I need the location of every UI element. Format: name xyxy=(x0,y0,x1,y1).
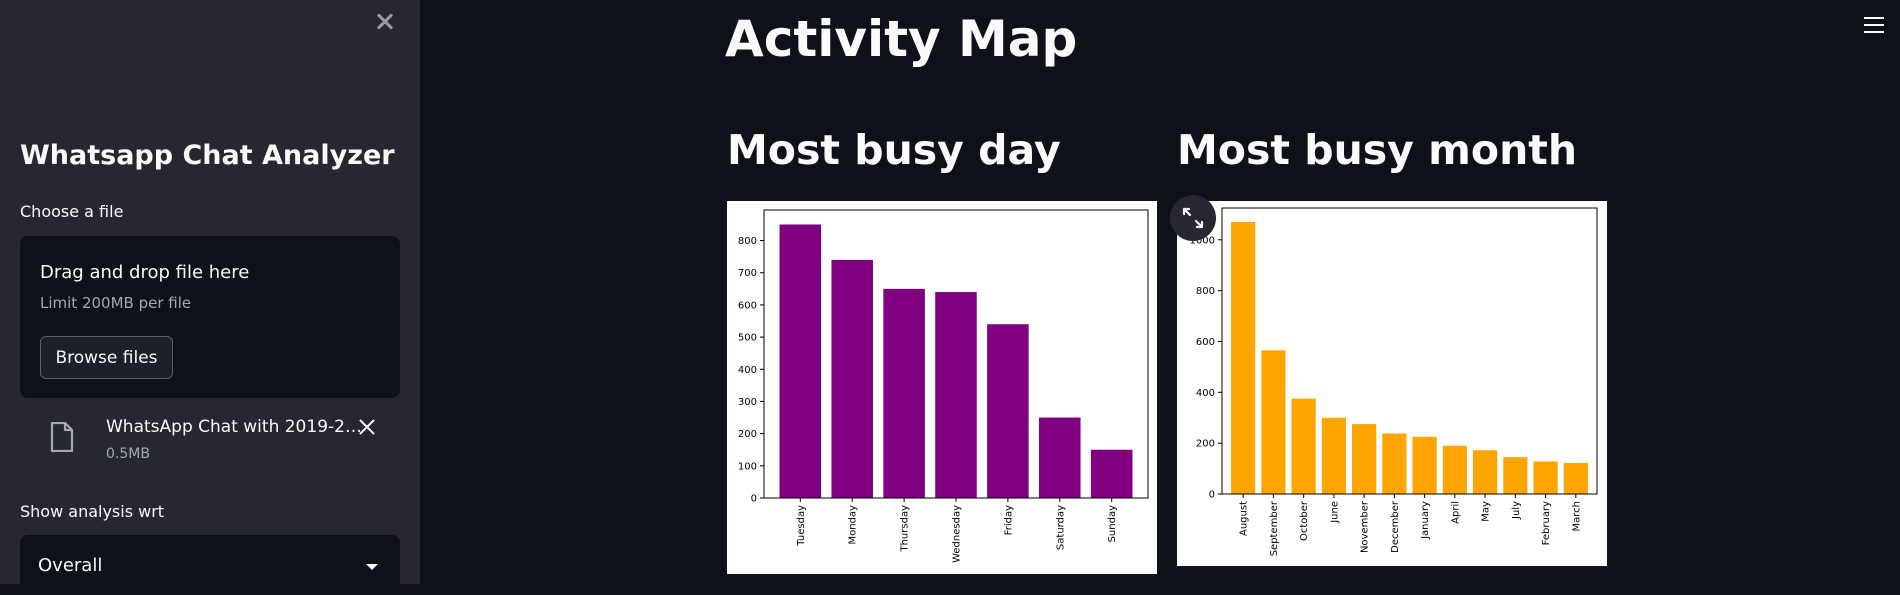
busy-month-title: Most busy month xyxy=(1177,126,1578,174)
y-tick-label: 100 xyxy=(738,461,757,472)
x-tick-label: Sunday xyxy=(1107,505,1118,542)
bar xyxy=(1090,449,1133,498)
x-tick-label: April xyxy=(1450,501,1461,524)
x-tick-label: Monday xyxy=(848,505,859,545)
hamburger-menu-icon[interactable] xyxy=(1864,16,1884,34)
x-tick-label: November xyxy=(1360,500,1371,553)
y-tick-label: 400 xyxy=(1196,388,1215,399)
x-tick-label: February xyxy=(1541,501,1552,545)
y-tick-label: 500 xyxy=(738,333,757,344)
bar xyxy=(883,288,925,498)
x-tick-label: Thursday xyxy=(900,505,911,553)
x-tick-label: Tuesday xyxy=(796,505,807,547)
page-title: Activity Map xyxy=(725,10,1078,68)
bar xyxy=(1473,450,1498,494)
x-tick-label: September xyxy=(1269,500,1280,556)
close-sidebar-icon[interactable] xyxy=(374,10,396,32)
bar xyxy=(987,324,1029,498)
uploaded-file-size: 0.5MB xyxy=(106,446,150,462)
x-tick-label: May xyxy=(1481,501,1492,522)
bar xyxy=(779,224,822,498)
busy-month-chart: 0 200 400 600 800 1000 August September October J… xyxy=(1177,201,1607,566)
bar xyxy=(1291,398,1316,494)
y-tick-label: 200 xyxy=(738,429,757,440)
remove-file-icon[interactable] xyxy=(356,416,378,438)
analysis-select[interactable]: Overall xyxy=(20,535,400,595)
bar xyxy=(1503,457,1528,494)
analysis-select-label: Show analysis wrt xyxy=(20,502,165,521)
file-icon xyxy=(50,422,74,452)
x-tick-label: Friday xyxy=(1003,505,1014,535)
bar xyxy=(1412,436,1437,494)
x-tick-label: Wednesday xyxy=(952,505,963,563)
y-tick-label: 600 xyxy=(738,300,757,311)
y-tick-label: 0 xyxy=(751,494,757,505)
fullscreen-button[interactable] xyxy=(1170,195,1216,241)
bar xyxy=(1321,417,1346,494)
y-tick-label: 0 xyxy=(1209,490,1215,501)
bar xyxy=(1352,424,1377,494)
x-tick-label: December xyxy=(1390,500,1401,553)
x-tick-label: March xyxy=(1571,501,1582,531)
file-uploader-label: Choose a file xyxy=(20,202,124,221)
x-tick-label: Saturday xyxy=(1055,505,1066,550)
bar xyxy=(1261,350,1286,494)
browse-files-button[interactable]: Browse files xyxy=(40,336,173,379)
y-tick-label: 1000 xyxy=(1190,235,1215,246)
busy-month-chart-svg: 0 200 400 600 800 1000 August September October J… xyxy=(1190,207,1598,556)
y-tick-label: 800 xyxy=(738,236,757,247)
bar xyxy=(935,292,977,498)
busy-day-chart: 0 100 200 300 400 500 600 700 800 Tuesday Monday Th… xyxy=(727,201,1157,574)
y-tick-label: 200 xyxy=(1196,439,1215,450)
dropzone-limit: Limit 200MB per file xyxy=(40,294,192,312)
busy-day-title: Most busy day xyxy=(727,126,1061,174)
plot-frame xyxy=(763,209,1149,499)
y-tick-label: 800 xyxy=(1196,286,1215,297)
app-title: Whatsapp Chat Analyzer xyxy=(20,140,395,171)
y-tick-label: 600 xyxy=(1196,337,1215,348)
bar xyxy=(831,259,873,498)
uploaded-file: WhatsApp Chat with 2019-2… 0.5MB xyxy=(20,412,400,468)
x-tick-label: June xyxy=(1329,501,1340,524)
bar xyxy=(1382,433,1407,494)
x-tick-label: August xyxy=(1239,501,1250,536)
bar xyxy=(1231,221,1256,494)
uploaded-file-name: WhatsApp Chat with 2019-2… xyxy=(106,417,362,437)
busy-day-chart-svg: 0 100 200 300 400 500 600 700 800 Tuesday Monday Th… xyxy=(738,209,1149,563)
analysis-select-value: Overall xyxy=(38,555,103,576)
bar xyxy=(1442,445,1467,494)
y-tick-label: 300 xyxy=(738,397,757,408)
x-tick-label: January xyxy=(1420,501,1431,540)
sidebar: Whatsapp Chat Analyzer Choose a file Dra… xyxy=(0,0,420,595)
x-tick-label: October xyxy=(1299,500,1310,541)
file-dropzone[interactable]: Drag and drop file here Limit 200MB per … xyxy=(20,236,400,398)
plot-frame xyxy=(1221,207,1598,495)
y-tick-label: 400 xyxy=(738,365,757,376)
chevron-down-icon xyxy=(366,564,378,570)
y-tick-label: 700 xyxy=(738,268,757,279)
expand-icon xyxy=(1182,207,1204,229)
bar xyxy=(1533,461,1558,494)
x-tick-label: July xyxy=(1511,501,1522,520)
bar xyxy=(1039,417,1081,498)
bar xyxy=(1563,462,1588,494)
dropzone-title: Drag and drop file here xyxy=(40,262,250,283)
